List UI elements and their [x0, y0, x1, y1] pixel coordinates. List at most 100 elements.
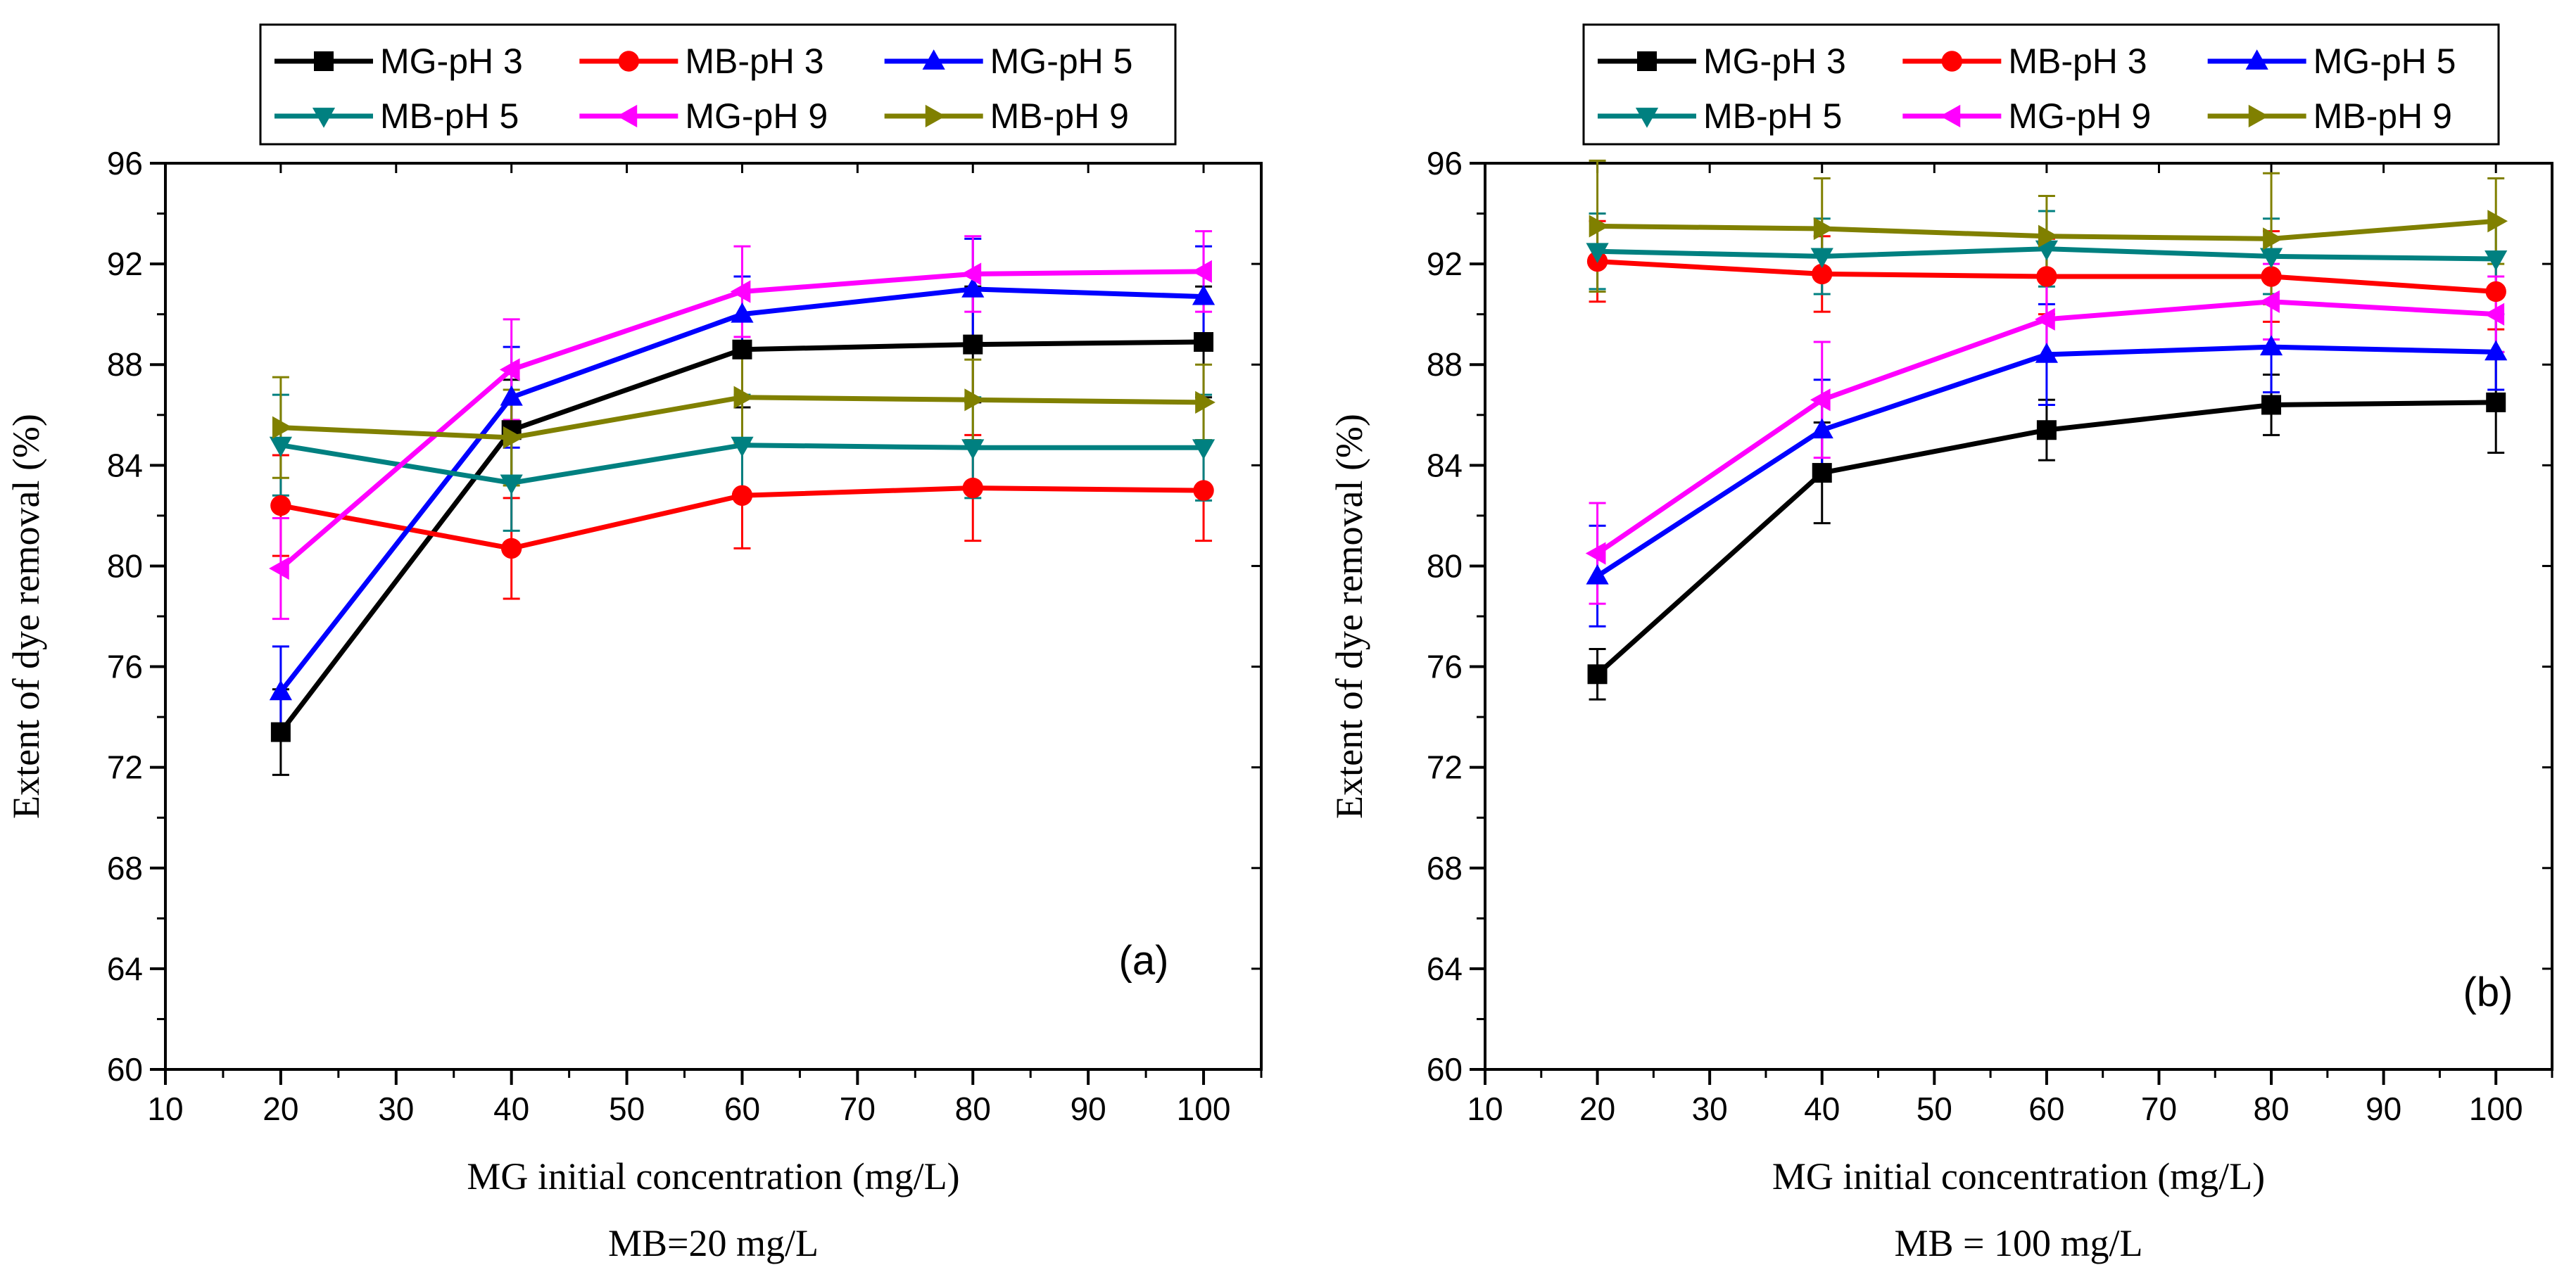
- data-point: [270, 495, 291, 516]
- y-axis: 60 64 68 72 76 80 84 88 92 96: [1427, 145, 2552, 1088]
- x-axis: 10 20 30 40 50 60 70 80 90 100: [1467, 163, 2553, 1127]
- legend-marker: [2248, 104, 2269, 128]
- data-point: [731, 302, 754, 323]
- x-tick-label: 10: [147, 1091, 183, 1127]
- data-point: [2038, 224, 2059, 248]
- data-point: [2486, 392, 2506, 412]
- data-point: [1810, 388, 1831, 412]
- data-point: [1812, 463, 1832, 483]
- legend-marker: [2245, 49, 2268, 70]
- y-tick-label: 76: [107, 649, 143, 685]
- legend-marker: [1940, 104, 1961, 128]
- data-point: [1587, 664, 1608, 685]
- data-point: [503, 426, 524, 450]
- x-tick-label: 30: [1692, 1091, 1728, 1127]
- legend-label: MG-pH 3: [380, 42, 523, 81]
- x-tick-label: 70: [840, 1091, 876, 1127]
- series-mb-ph-9: [272, 386, 1216, 450]
- x-tick-label: 40: [493, 1091, 529, 1127]
- legend-marker: [922, 49, 945, 70]
- legend-box: [1582, 23, 2500, 146]
- x-tick-label: 40: [1804, 1091, 1840, 1127]
- data-series-group: [269, 230, 1216, 776]
- series-mb-ph-9: [1589, 210, 2508, 250]
- data-point: [2484, 303, 2505, 326]
- data-point: [1192, 260, 1212, 283]
- legend-marker: [925, 104, 946, 128]
- data-point: [2035, 307, 2055, 331]
- y-tick-label: 68: [107, 850, 143, 886]
- y-tick-label: 72: [107, 749, 143, 786]
- data-series-group: [1585, 159, 2508, 701]
- data-point: [2485, 340, 2508, 361]
- legend-marker: [1635, 108, 1659, 128]
- x-tick-label: 70: [2141, 1091, 2177, 1127]
- y-tick-label: 84: [1427, 447, 1463, 483]
- legend-label: MG-pH 3: [1703, 42, 1846, 81]
- legend-label: MB-pH 9: [2313, 96, 2452, 136]
- legend-item-mb-ph-9: MB-pH 9: [2207, 96, 2452, 136]
- legend-marker: [1941, 51, 1963, 72]
- data-point: [1585, 542, 1606, 565]
- data-point: [731, 436, 754, 457]
- legend-item-mg-ph-5: MG-pH 5: [884, 42, 1132, 81]
- data-point: [269, 557, 289, 580]
- legend-item-mb-ph-3: MB-pH 3: [1902, 42, 2147, 81]
- data-point: [499, 358, 520, 381]
- y-axis: 60 64 68 72 76 80 84 88 92 96: [107, 145, 1261, 1088]
- x-tick-label: 100: [2469, 1091, 2523, 1127]
- x-tick-label: 50: [609, 1091, 645, 1127]
- legend-item-mb-ph-5: MB-pH 5: [274, 96, 519, 136]
- legend-marker: [1637, 51, 1657, 71]
- x-tick-label: 50: [1917, 1091, 1952, 1127]
- legend-label: MG-pH 9: [2008, 96, 2151, 136]
- y-tick-label: 72: [1427, 749, 1463, 786]
- x-axis-title: MG initial concentration (mg/L): [467, 1155, 959, 1197]
- legend-marker: [314, 51, 334, 71]
- legend-item-mg-ph-9: MG-pH 9: [1902, 96, 2151, 136]
- data-point: [2263, 227, 2283, 250]
- series-mg-ph-3: [1587, 392, 2506, 685]
- x-tick-label: 60: [724, 1091, 760, 1127]
- y-tick-label: 84: [107, 447, 143, 483]
- x-axis: 10 20 30 40 50 60 70 80 90 100: [147, 163, 1263, 1127]
- series-mg-ph-9: [1585, 290, 2505, 565]
- legend-item-mb-ph-3: MB-pH 3: [579, 42, 824, 81]
- data-point: [2261, 395, 2282, 415]
- y-tick-label: 80: [1427, 547, 1463, 584]
- data-point: [1193, 480, 1214, 501]
- data-point: [961, 262, 982, 286]
- x-tick-label: 10: [1467, 1091, 1503, 1127]
- y-axis-title: Extent of dye removal (%): [1328, 414, 1370, 819]
- x-axis-title: MG initial concentration (mg/L): [1772, 1155, 2265, 1197]
- data-point: [2485, 281, 2506, 303]
- y-tick-label: 88: [1427, 346, 1463, 383]
- legend-box: [259, 23, 1177, 146]
- legend-item-mb-ph-5: MB-pH 5: [1598, 96, 1842, 136]
- legend-label: MB-pH 5: [380, 96, 519, 136]
- series-mb-ph-5: [269, 436, 1216, 495]
- data-point: [1586, 243, 1609, 264]
- legend-marker: [617, 104, 638, 128]
- data-point: [2261, 266, 2282, 287]
- data-point: [733, 386, 755, 409]
- data-point: [731, 485, 753, 506]
- y-tick-label: 68: [1427, 850, 1463, 886]
- legend-item-mg-ph-9: MG-pH 9: [579, 96, 828, 136]
- data-point: [1589, 215, 1610, 238]
- data-point: [961, 277, 985, 298]
- y-tick-label: 96: [1427, 145, 1463, 182]
- data-point: [1192, 439, 1216, 460]
- data-point: [730, 280, 751, 303]
- data-point: [963, 334, 983, 355]
- data-point: [2487, 210, 2508, 233]
- x-tick-label: 30: [378, 1091, 414, 1127]
- y-tick-label: 88: [107, 346, 143, 383]
- data-point: [1810, 248, 1833, 269]
- data-point: [964, 388, 985, 412]
- data-point: [1586, 564, 1609, 585]
- legend-item-mg-ph-5: MG-pH 5: [2207, 42, 2456, 81]
